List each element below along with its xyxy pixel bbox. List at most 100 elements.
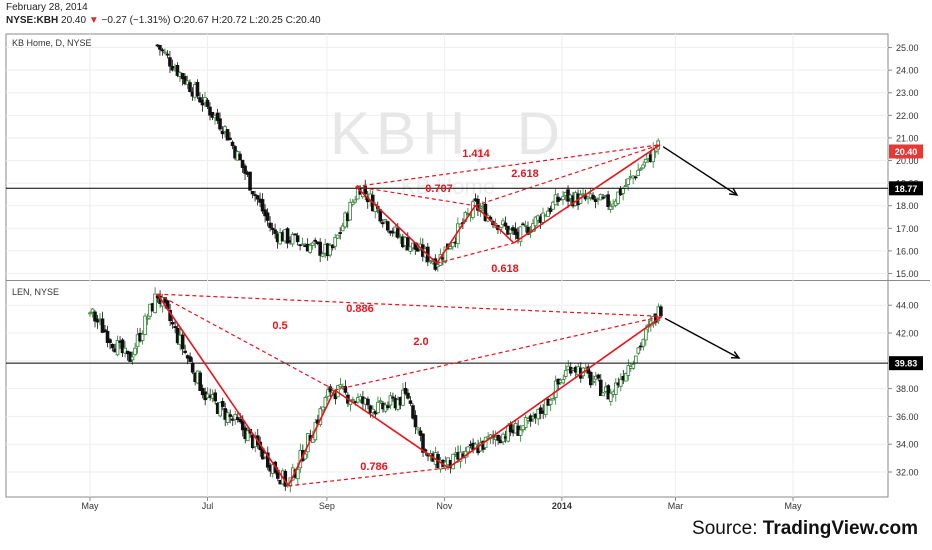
pattern-leg <box>436 205 476 264</box>
source-prefix: Source: <box>692 518 763 539</box>
y-tick-label: 42.00 <box>896 329 919 339</box>
y-tick-label: 38.00 <box>896 384 919 394</box>
candle-body <box>338 232 342 234</box>
y-tick-label: 22.00 <box>896 111 919 121</box>
candle-body <box>245 430 250 442</box>
pattern-leg <box>447 315 663 469</box>
candle-body <box>265 212 270 221</box>
candle-body <box>608 205 613 210</box>
candle-body <box>248 171 252 191</box>
candle-body <box>563 370 568 377</box>
y-tick-label: 36.00 <box>896 412 919 422</box>
y-tick-label: 25.00 <box>896 43 919 53</box>
candle-body <box>273 229 277 234</box>
y-tick-label: 16.00 <box>896 246 919 256</box>
candle-body <box>433 258 438 270</box>
candle-body <box>233 414 238 420</box>
candle-body <box>300 243 305 246</box>
candle-body <box>158 45 162 50</box>
candle-body <box>295 235 300 243</box>
candle-body <box>228 137 232 140</box>
candle-body <box>408 400 413 404</box>
candle-body <box>323 397 328 408</box>
candle-body <box>405 237 410 251</box>
candle-body <box>380 222 385 225</box>
candle-body <box>313 239 317 242</box>
candle-body <box>238 153 242 161</box>
open-value: 20.67 <box>183 15 209 26</box>
candle-body <box>548 399 553 405</box>
candle-body <box>621 188 625 194</box>
candle-body <box>406 392 410 399</box>
candle-body <box>165 53 170 56</box>
candle-body <box>659 306 663 316</box>
candle-body <box>536 408 540 420</box>
source-brand: TradingView.com <box>762 518 918 539</box>
price-chart[interactable]: 15.0016.0017.0018.0019.0020.0021.0022.00… <box>0 0 932 512</box>
candle-body <box>606 385 611 400</box>
candle-body <box>230 141 235 147</box>
candle-body <box>551 398 556 401</box>
candle-body <box>644 328 648 341</box>
candle-body <box>548 207 553 212</box>
candle-body <box>638 168 643 171</box>
candle-body <box>513 228 518 235</box>
candle-body <box>115 340 120 356</box>
pattern-ratio-line <box>334 315 663 391</box>
candle-body <box>518 226 523 243</box>
candle-body <box>218 402 222 417</box>
y-tick-label: 18.00 <box>896 201 919 211</box>
x-tick-label: Jul <box>202 501 214 511</box>
candle-body <box>581 193 585 196</box>
last-price: 20.40 <box>61 15 87 26</box>
y-tick-label: 15.00 <box>896 269 919 279</box>
candle-body <box>90 308 95 313</box>
pattern-ratio-line <box>355 144 661 188</box>
ratio-label: 1.414 <box>462 148 490 160</box>
candle-body <box>180 334 185 350</box>
candle-body <box>403 388 408 394</box>
ratio-label: 0.786 <box>360 461 388 473</box>
low-label: L: <box>249 15 258 26</box>
candle-body <box>363 186 368 195</box>
candle-body <box>448 246 453 250</box>
pattern-leg <box>474 205 515 244</box>
candle-body <box>451 453 455 470</box>
candle-body <box>483 203 488 222</box>
pattern-leg <box>334 389 449 469</box>
candle-body <box>340 225 345 232</box>
candle-body <box>376 401 380 414</box>
candle-body <box>120 339 125 354</box>
symbol-watermark: KBH, D <box>330 100 566 167</box>
last-price-badge-bg <box>889 144 923 159</box>
candle-body <box>163 297 167 303</box>
candle-body <box>205 99 210 107</box>
candle-body <box>348 201 353 221</box>
high-value: 20.72 <box>221 15 247 26</box>
candle-body <box>198 97 202 103</box>
arrow-head-icon <box>730 351 741 359</box>
last-price-badge: 20.40 <box>895 147 918 157</box>
candle-body <box>391 396 395 399</box>
pattern-ratio-line <box>355 185 476 207</box>
candle-body <box>170 321 175 325</box>
low-value: 20.25 <box>257 15 283 26</box>
harmonic-pattern <box>156 293 663 487</box>
x-tick-label: May <box>784 501 802 511</box>
price-change: −0.27 (−1.31%) <box>101 15 171 26</box>
candle-body <box>428 260 433 263</box>
candle-body <box>411 405 415 419</box>
candle-body <box>130 356 135 361</box>
candle-body <box>523 225 528 227</box>
candle-body <box>195 82 200 97</box>
candle-body <box>553 380 558 399</box>
candle-body <box>228 414 233 417</box>
harmonic-pattern <box>355 144 661 264</box>
candle-body <box>210 111 215 118</box>
candle-body <box>110 344 115 349</box>
candle-body <box>383 219 388 222</box>
candle-body <box>653 150 658 153</box>
candle-body <box>163 51 167 54</box>
candle-body <box>623 185 628 187</box>
candle-body <box>190 363 195 373</box>
